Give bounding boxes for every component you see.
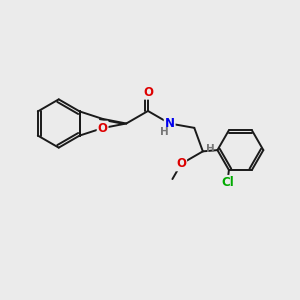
Text: O: O — [98, 122, 108, 135]
Text: Cl: Cl — [221, 176, 234, 189]
Text: H: H — [160, 127, 169, 137]
Text: H: H — [206, 144, 215, 154]
Text: N: N — [165, 117, 175, 130]
Text: O: O — [143, 86, 153, 99]
Text: O: O — [176, 158, 186, 170]
